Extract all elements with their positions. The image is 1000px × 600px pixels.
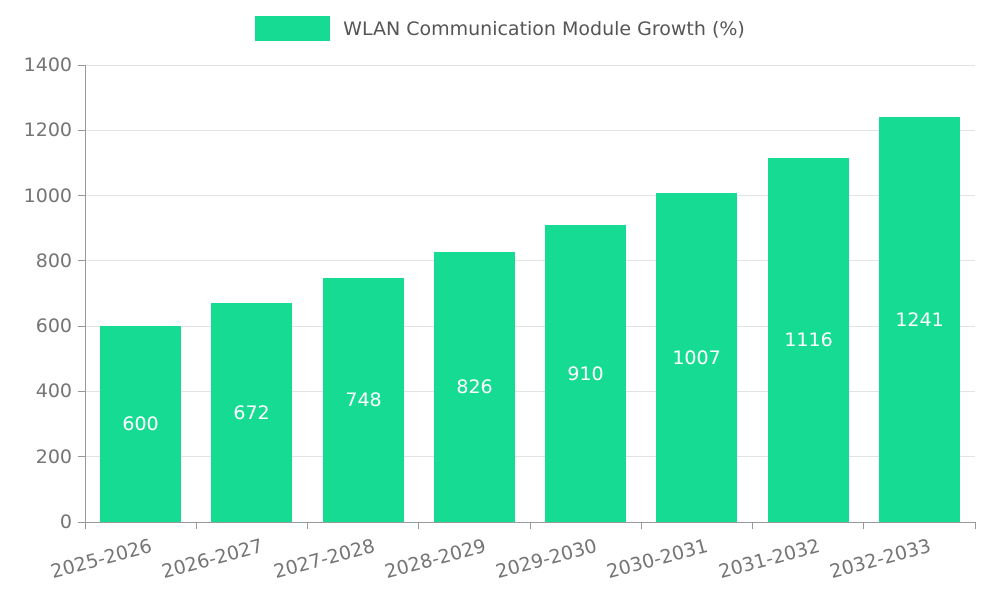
x-tick-label: 2032-2033 xyxy=(827,535,934,584)
y-tick-label: 200 xyxy=(35,445,72,468)
bar: 748 xyxy=(323,278,404,522)
x-axis-tick xyxy=(752,522,753,529)
x-tick-label: 2030-2031 xyxy=(604,535,711,584)
y-axis-tick xyxy=(78,64,85,66)
x-tick-label: 2031-2032 xyxy=(716,535,822,584)
y-axis-tick xyxy=(78,325,85,327)
gridline xyxy=(85,195,975,197)
bar: 826 xyxy=(434,252,515,522)
y-tick-label: 1200 xyxy=(23,119,72,142)
x-axis-tick xyxy=(84,522,86,529)
x-tick-label: 2029-2030 xyxy=(493,535,600,584)
y-tick-label: 1000 xyxy=(23,184,72,207)
x-tick-label: 2028-2029 xyxy=(382,535,489,584)
bar: 1007 xyxy=(656,193,737,522)
y-axis-tick xyxy=(78,456,85,458)
x-axis-tick xyxy=(418,522,420,529)
y-tick-label: 600 xyxy=(35,315,72,338)
y-axis-tick xyxy=(78,260,85,262)
gridline xyxy=(85,456,975,458)
x-axis-line xyxy=(85,522,976,523)
bar-value-label: 826 xyxy=(456,376,493,398)
y-tick-label: 1400 xyxy=(23,54,72,76)
bar: 910 xyxy=(545,225,626,522)
y-tick-label: 400 xyxy=(35,380,72,403)
x-axis-tick xyxy=(640,522,642,529)
bar: 1116 xyxy=(768,158,849,522)
y-axis-tick xyxy=(78,129,85,131)
bar-value-label: 1007 xyxy=(672,346,721,369)
legend[interactable]: WLAN Communication Module Growth (%) xyxy=(0,16,1000,41)
gridline xyxy=(85,325,975,327)
y-axis-line xyxy=(85,65,86,522)
bar-value-label: 1116 xyxy=(784,329,833,351)
y-tick-label: 800 xyxy=(35,249,72,272)
bar-value-label: 1241 xyxy=(895,308,944,331)
x-axis-tick xyxy=(195,522,197,529)
bar-value-label: 672 xyxy=(233,401,270,424)
legend-label[interactable]: WLAN Communication Module Growth (%) xyxy=(343,17,745,40)
y-axis-tick xyxy=(78,195,85,197)
x-axis-tick xyxy=(307,522,308,529)
x-axis-tick xyxy=(863,522,865,529)
x-axis-tick xyxy=(974,522,976,529)
x-tick-label: 2025-2026 xyxy=(48,535,155,584)
bar-value-label: 600 xyxy=(122,413,159,435)
bar: 1241 xyxy=(879,117,960,522)
y-tick-label: 0 xyxy=(59,511,72,533)
y-axis-tick xyxy=(78,521,85,523)
bar: 672 xyxy=(211,303,292,522)
bar: 600 xyxy=(100,326,181,522)
gridline xyxy=(85,129,975,131)
bar-value-label: 748 xyxy=(345,389,382,411)
bar-value-label: 910 xyxy=(567,362,604,385)
gridline xyxy=(85,390,975,392)
x-tick-label: 2027-2028 xyxy=(271,535,377,584)
y-axis-tick xyxy=(78,390,85,392)
x-tick-label: 2026-2027 xyxy=(159,535,266,584)
gridline xyxy=(85,64,975,66)
legend-swatch[interactable] xyxy=(255,16,331,41)
gridline xyxy=(85,260,975,262)
x-axis-tick xyxy=(529,522,531,529)
